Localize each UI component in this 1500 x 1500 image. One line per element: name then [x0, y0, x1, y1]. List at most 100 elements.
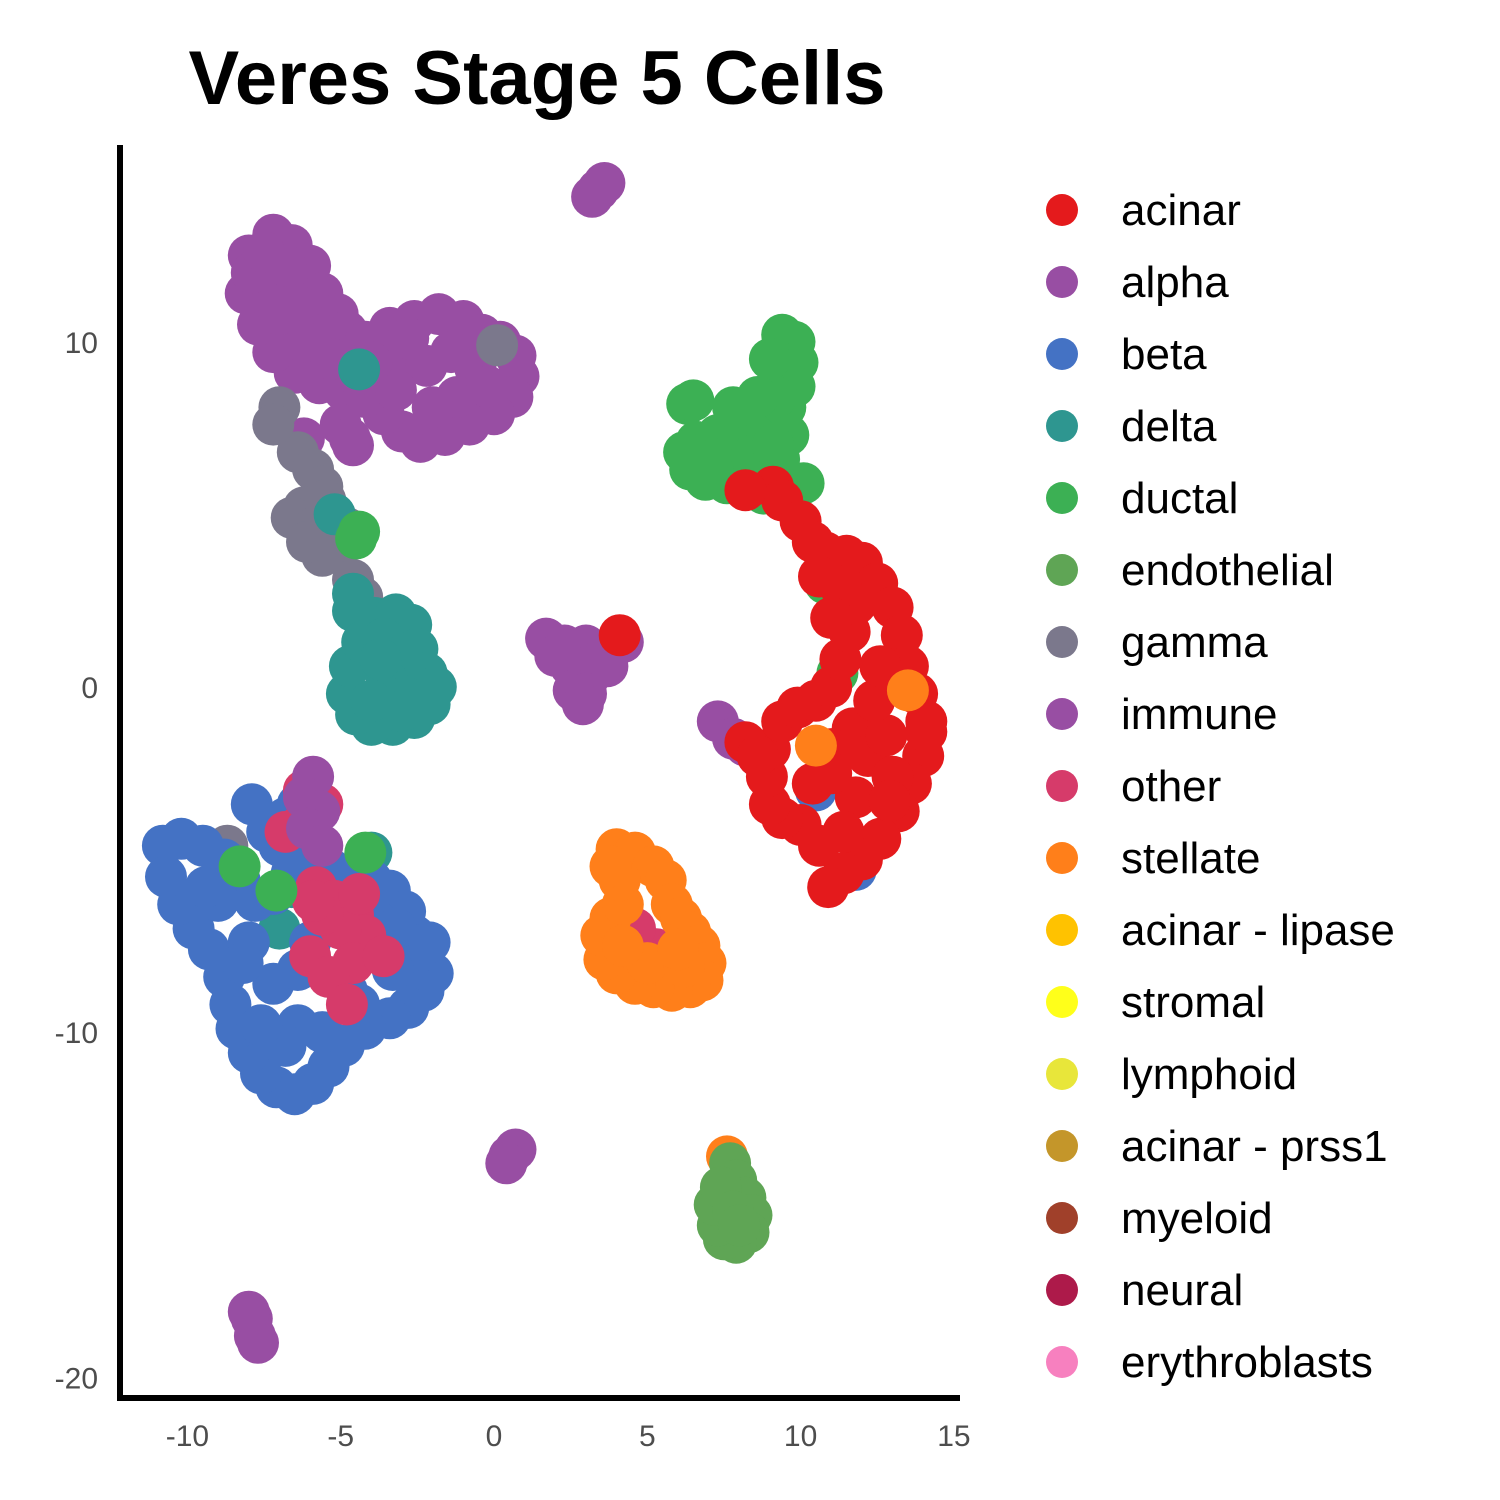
- point-alpha-49: [387, 317, 430, 360]
- point-acinar-43: [736, 735, 779, 777]
- point-immune-28: [328, 417, 371, 460]
- point-acinar-52: [905, 710, 948, 753]
- point-immune-23: [227, 1290, 270, 1333]
- legend-label-beta: beta: [1121, 330, 1207, 379]
- x-tick-label-1: -5: [327, 1420, 354, 1453]
- point-acinar-47: [791, 521, 834, 563]
- legend-label-acinar-lipase: acinar - lipase: [1121, 906, 1395, 955]
- point-stellate-27: [794, 724, 837, 767]
- legend-swatch-acinar-prss1: [1046, 1130, 1078, 1162]
- point-beta-49: [184, 866, 227, 909]
- point-acinar-41: [810, 596, 853, 639]
- legend-swatch-other: [1046, 770, 1078, 802]
- legend-swatch-stromal: [1046, 986, 1078, 1018]
- legend-swatch-stellate: [1046, 842, 1078, 874]
- point-acinar-32: [865, 714, 908, 757]
- point-ductal-19: [748, 338, 791, 380]
- x-tick-labels: -10 -5 0 5 10 15: [166, 1420, 971, 1453]
- legend-label-myeloid: myeloid: [1121, 1194, 1273, 1243]
- legend-swatch-acinar: [1046, 194, 1078, 226]
- point-acinar-48: [598, 614, 641, 657]
- y-tick-label-2: -10: [55, 1017, 98, 1050]
- point-acinar-49: [724, 469, 767, 512]
- legend-label-erythroblasts: erythroblasts: [1121, 1338, 1373, 1387]
- legend-label-acinar: acinar: [1121, 186, 1241, 235]
- point-other-16: [325, 983, 368, 1026]
- point-ductal-24: [752, 424, 794, 467]
- point-alpha-40: [411, 386, 454, 429]
- point-beta-60: [230, 783, 273, 826]
- point-endothelial-11: [718, 1204, 761, 1247]
- y-tick-label-0: 10: [65, 327, 98, 360]
- legend-swatch-myeloid: [1046, 1202, 1078, 1234]
- point-alpha-48: [466, 365, 509, 408]
- point-delta-27: [332, 572, 374, 615]
- legend-swatch-lymphoid: [1046, 1058, 1078, 1090]
- x-tick-label-0: -10: [166, 1420, 209, 1453]
- point-other-11: [338, 873, 381, 915]
- legend-label-alpha: alpha: [1121, 258, 1229, 307]
- chart-title: Veres Stage 5 Cells: [188, 36, 885, 121]
- y-tick-label-3: -20: [55, 1362, 98, 1395]
- point-ductal-34: [218, 845, 261, 888]
- legend-swatch-endothelial: [1046, 554, 1078, 586]
- legend: acinar alpha beta delta ductal endothelial gam…: [1046, 186, 1395, 1387]
- legend-label-acinar-prss1: acinar - prss1: [1121, 1122, 1388, 1171]
- point-delta-28: [381, 690, 423, 733]
- point-stellate-23: [601, 924, 644, 967]
- point-ductal-31: [338, 510, 381, 553]
- point-alpha-46: [264, 244, 307, 287]
- point-immune-4: [301, 824, 344, 867]
- point-gamma-10: [286, 521, 328, 563]
- point-acinar-37: [859, 645, 902, 688]
- legend-label-ductal: ductal: [1121, 474, 1238, 523]
- point-beta-47: [240, 1004, 282, 1047]
- point-other-8: [362, 935, 405, 978]
- legend-swatch-ductal: [1046, 482, 1078, 514]
- point-acinar-51: [868, 779, 911, 822]
- legend-swatch-beta: [1046, 338, 1078, 370]
- legend-swatch-gamma: [1046, 626, 1078, 658]
- point-immune-16: [561, 683, 604, 726]
- y-tick-label-1: 0: [81, 672, 98, 705]
- point-alpha-52: [583, 162, 626, 204]
- point-delta-22: [338, 348, 381, 391]
- y-tick-labels: 10 0 -10 -20: [55, 327, 98, 1396]
- point-ductal-22: [693, 438, 736, 481]
- point-ductal-21: [712, 386, 755, 429]
- x-tick-label-2: 0: [486, 1420, 503, 1453]
- legend-label-stromal: stromal: [1121, 978, 1265, 1027]
- point-ductal-35: [255, 869, 298, 912]
- point-alpha-45: [258, 293, 301, 336]
- point-immune-19: [485, 1142, 528, 1185]
- point-immune-13: [534, 634, 577, 677]
- point-acinar-33: [853, 679, 896, 722]
- point-ductal-36: [344, 831, 387, 874]
- point-acinar-39: [822, 810, 865, 853]
- legend-label-stellate: stellate: [1121, 834, 1260, 883]
- point-beta-48: [221, 942, 264, 985]
- x-tick-label-4: 10: [784, 1420, 817, 1453]
- legend-swatch-neural: [1046, 1274, 1078, 1306]
- point-stellate-20: [589, 845, 632, 888]
- point-beta-39: [301, 1011, 344, 1054]
- legend-swatch-delta: [1046, 410, 1078, 442]
- legend-label-gamma: gamma: [1121, 618, 1268, 667]
- legend-label-delta: delta: [1121, 402, 1217, 451]
- legend-swatch-acinar-lipase: [1046, 914, 1078, 946]
- x-tick-label-3: 5: [639, 1420, 656, 1453]
- point-stellate-24: [657, 928, 699, 971]
- point-ductal-26: [672, 379, 715, 422]
- legend-swatch-erythroblasts: [1046, 1346, 1078, 1378]
- legend-label-neural: neural: [1121, 1266, 1243, 1315]
- point-acinar-40: [798, 555, 840, 598]
- points-layer: [141, 162, 948, 1364]
- legend-swatch-immune: [1046, 698, 1078, 730]
- point-other-10: [292, 879, 335, 922]
- point-delta-20: [359, 638, 402, 681]
- legend-label-lymphoid: lymphoid: [1121, 1050, 1297, 1099]
- point-acinar-15: [807, 866, 850, 909]
- point-beta-34: [145, 855, 187, 898]
- point-beta-59: [408, 921, 451, 964]
